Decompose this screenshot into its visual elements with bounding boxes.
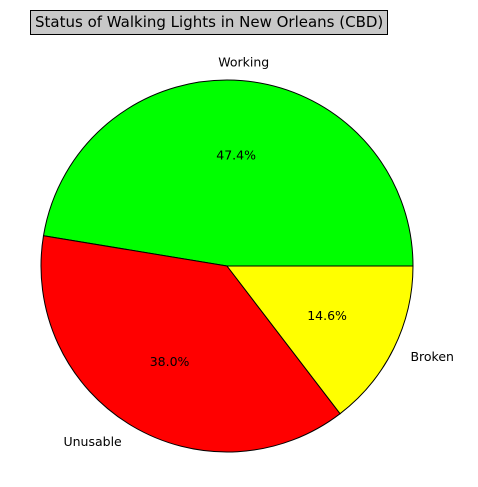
pie-percent-labels: 47.4% 38.0% 14.6% — [150, 147, 347, 369]
pie-category-label: Broken — [410, 349, 454, 364]
pie-percent-label: 38.0% — [150, 354, 190, 369]
pie-slice-working — [42, 79, 414, 267]
pie-slices — [40, 79, 414, 453]
pie-slice-unusable — [40, 235, 341, 453]
pie-percent-label: 47.4% — [216, 147, 256, 162]
chart-title: Status of Walking Lights in New Orleans … — [30, 10, 389, 35]
pie-category-label: Unusable — [63, 434, 122, 449]
pie-category-labels: Working Unusable Broken — [63, 55, 453, 449]
pie-percent-label: 14.6% — [307, 308, 347, 323]
pie-category-label: Working — [218, 55, 269, 70]
pie-slice-broken — [225, 265, 414, 415]
